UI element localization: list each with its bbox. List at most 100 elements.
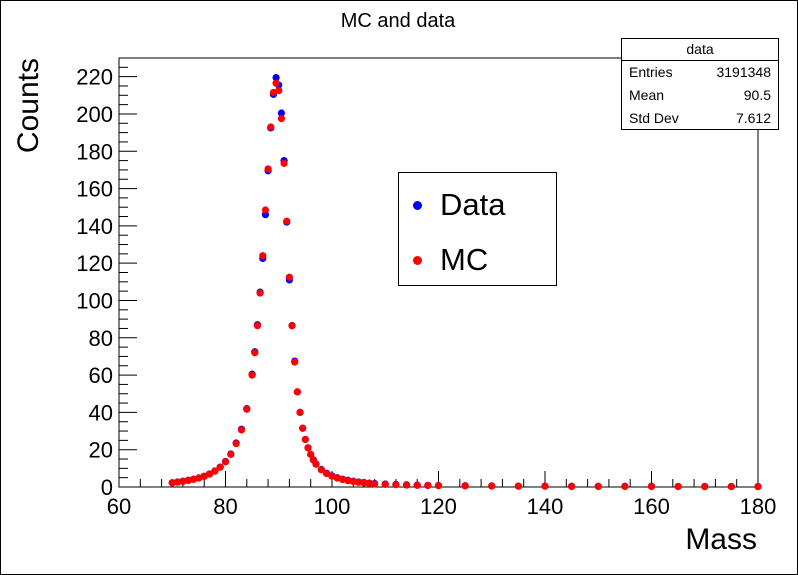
legend-entry-data: Data xyxy=(399,185,556,225)
point-mc xyxy=(264,165,272,173)
stats-box: data Entries 3191348 Mean 90.5 Std Dev 7… xyxy=(621,38,779,130)
stats-value: 3191348 xyxy=(716,64,771,80)
point-mc xyxy=(243,405,251,413)
legend-entry-mc: MC xyxy=(399,240,556,280)
point-mc xyxy=(179,477,187,486)
y-tick-label: 200 xyxy=(76,102,113,127)
point-mc xyxy=(211,467,219,475)
point-mc xyxy=(402,481,411,489)
chart-title: MC and data xyxy=(341,10,456,32)
point-mc xyxy=(256,289,264,297)
y-tick-label: 40 xyxy=(89,400,113,425)
point-mc xyxy=(283,217,291,225)
point-mc xyxy=(293,388,301,396)
point-mc xyxy=(488,482,496,490)
stats-label: Entries xyxy=(629,64,673,80)
x-axis-label: Mass xyxy=(685,523,757,556)
point-mc xyxy=(216,463,224,471)
point-mc xyxy=(568,482,576,491)
point-mc xyxy=(288,322,296,330)
point-mc xyxy=(344,477,352,485)
y-axis: 0 20 40 60 80 100 120 140 160 180 200 220 xyxy=(76,57,137,500)
y-tick-label: 180 xyxy=(76,139,113,164)
series-mc xyxy=(168,79,762,491)
y-tick-label: 0 xyxy=(101,475,113,500)
point-mc xyxy=(647,482,656,491)
point-mc xyxy=(205,470,214,478)
point-data xyxy=(272,73,280,82)
point-mc xyxy=(392,481,400,489)
y-tick-label: 60 xyxy=(89,363,113,388)
point-mc xyxy=(541,482,549,490)
stats-row-entries: Entries 3191348 xyxy=(622,61,778,84)
y-tick-label: 220 xyxy=(76,65,113,90)
legend-label-mc: MC xyxy=(440,242,489,277)
point-mc xyxy=(312,460,320,468)
point-mc xyxy=(168,479,176,487)
point-mc xyxy=(365,479,373,488)
point-mc xyxy=(173,478,182,486)
point-mc xyxy=(594,482,602,491)
legend-marker-data xyxy=(413,201,422,210)
point-mc xyxy=(301,435,309,444)
point-mc xyxy=(277,115,286,123)
point-mc xyxy=(304,444,312,452)
legend-label-data: Data xyxy=(440,187,506,222)
stats-title: data xyxy=(622,39,778,61)
point-mc xyxy=(237,426,246,434)
stats-label: Std Dev xyxy=(629,110,679,126)
point-mc xyxy=(674,482,682,491)
point-mc xyxy=(267,123,275,131)
point-mc xyxy=(371,480,379,488)
point-mc xyxy=(461,482,469,490)
stats-value: 90.5 xyxy=(743,87,771,103)
point-mc xyxy=(323,469,331,478)
y-axis-label: Counts xyxy=(12,58,45,153)
point-mc xyxy=(251,349,259,357)
point-mc xyxy=(434,482,443,490)
point-mc xyxy=(701,483,709,491)
x-tick-label: 120 xyxy=(420,494,457,519)
point-mc xyxy=(221,458,230,466)
point-mc xyxy=(299,424,307,432)
point-mc xyxy=(424,481,432,490)
x-tick-label: 140 xyxy=(527,494,564,519)
x-tick-label: 160 xyxy=(633,494,670,519)
legend-marker-mc xyxy=(413,256,422,265)
point-mc xyxy=(275,87,283,95)
point-mc xyxy=(727,483,735,491)
x-tick-label: 180 xyxy=(740,494,777,519)
point-mc xyxy=(360,479,368,487)
y-tick-label: 120 xyxy=(76,251,113,276)
point-mc xyxy=(355,478,363,486)
legend: Data MC xyxy=(398,172,557,286)
point-data xyxy=(277,109,286,117)
y-tick-label: 80 xyxy=(89,326,113,351)
point-mc xyxy=(381,480,389,488)
point-mc xyxy=(307,450,315,458)
point-mc xyxy=(259,252,267,260)
point-mc xyxy=(621,482,629,491)
point-mc xyxy=(754,483,762,491)
stats-row-std-dev: Std Dev 7.612 xyxy=(622,107,778,130)
point-mc xyxy=(248,371,256,379)
data-points xyxy=(168,73,762,491)
x-tick-label: 80 xyxy=(213,494,237,519)
point-mc xyxy=(413,481,421,489)
x-tick-label: 100 xyxy=(314,494,351,519)
point-mc xyxy=(317,466,325,474)
point-mc xyxy=(291,358,299,366)
point-mc xyxy=(514,482,522,490)
stats-label: Mean xyxy=(629,87,665,103)
y-tick-label: 20 xyxy=(89,438,113,463)
stats-value: 7.612 xyxy=(735,110,771,126)
point-mc xyxy=(253,322,262,330)
y-tick-label: 100 xyxy=(76,288,113,313)
point-mc xyxy=(349,477,357,486)
y-tick-label: 140 xyxy=(76,214,113,239)
point-mc xyxy=(261,206,270,214)
point-mc xyxy=(285,273,293,281)
point-mc xyxy=(296,408,304,416)
y-tick-label: 160 xyxy=(76,177,113,202)
